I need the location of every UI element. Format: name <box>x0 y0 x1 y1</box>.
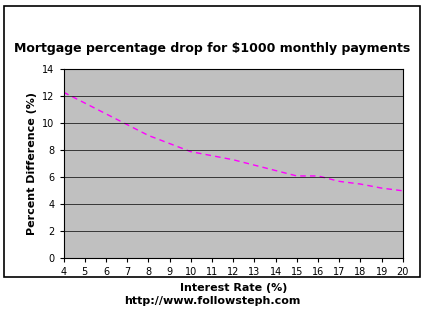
Y-axis label: Percent Difference (%): Percent Difference (%) <box>27 92 36 235</box>
Text: http://www.followsteph.com: http://www.followsteph.com <box>124 295 300 306</box>
X-axis label: Interest Rate (%): Interest Rate (%) <box>179 283 287 293</box>
Text: Mortgage percentage drop for $1000 monthly payments: Mortgage percentage drop for $1000 month… <box>14 42 410 55</box>
